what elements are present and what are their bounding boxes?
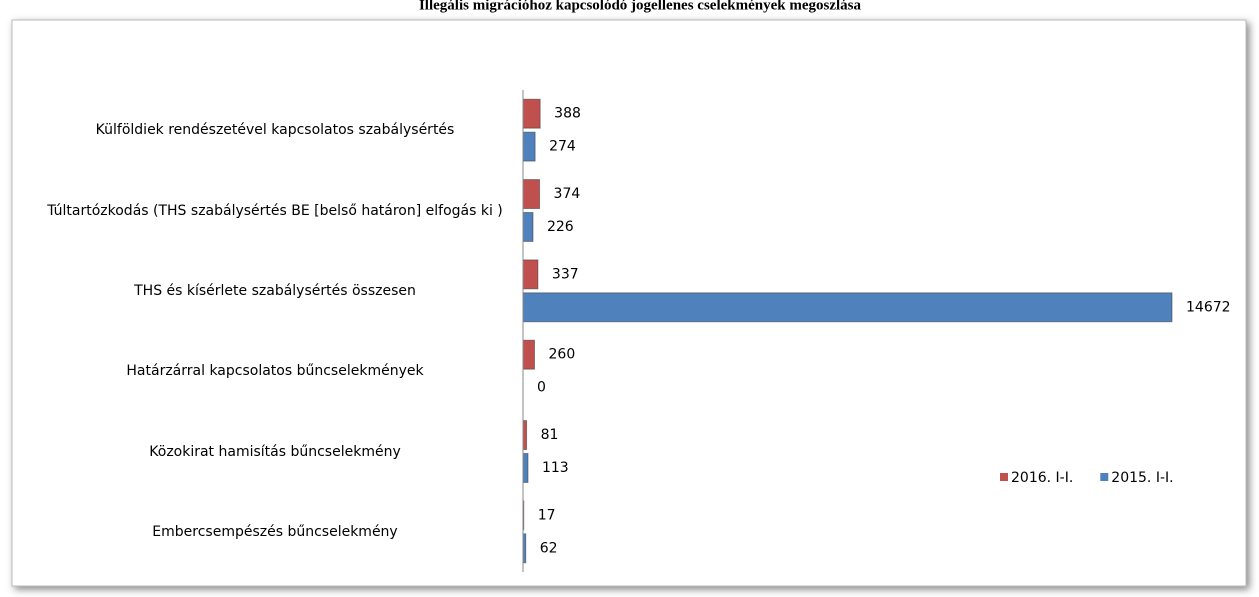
category-label: Közokirat hamisítás bűncselekmény [149, 443, 401, 460]
bar [522, 259, 539, 290]
bar [522, 339, 536, 370]
data-label: 337 [552, 266, 579, 282]
data-label: 113 [542, 460, 569, 476]
bar [522, 292, 1173, 323]
bar [522, 420, 528, 450]
chart-title: Illegális migrációhoz kapcsolódó jogelle… [419, 0, 862, 13]
data-label: 81 [541, 427, 559, 443]
data-label: 62 [540, 540, 558, 556]
data-label: 388 [554, 106, 581, 122]
legend-label: 2015. I-I. [1111, 470, 1173, 486]
data-label: 374 [554, 186, 581, 202]
data-label: 17 [538, 507, 556, 523]
bar [522, 98, 541, 129]
bar [522, 212, 534, 242]
legend-label: 2016. I-I. [1011, 470, 1073, 486]
bar [522, 131, 536, 162]
data-label: 14672 [1186, 299, 1231, 315]
data-label: 0 [537, 380, 546, 396]
data-label: 226 [547, 219, 574, 235]
category-label: Külföldiek rendészetével kapcsolatos sza… [95, 122, 455, 139]
category-label: Túltartózkodás (THS szabálysértés BE [be… [47, 202, 503, 219]
bar [522, 453, 529, 483]
bar [522, 179, 541, 210]
data-label: 274 [549, 139, 576, 155]
category-label: Embercsempészés bűncselekmény [152, 523, 398, 540]
legend-swatch [1000, 473, 1008, 481]
category-label: Határzárral kapcsolatos bűncselekmények [126, 363, 424, 380]
data-label: 260 [549, 347, 576, 363]
category-label: THS és kísérlete szabálysértés összesen [134, 282, 416, 299]
legend-swatch [1100, 473, 1109, 481]
